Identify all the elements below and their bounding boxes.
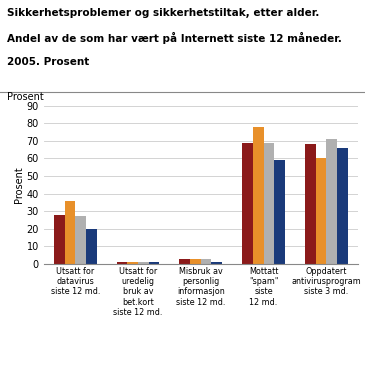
Bar [180,259,190,264]
Bar [201,259,211,264]
Bar [305,144,316,264]
Bar [253,127,264,264]
Bar [316,158,326,264]
Bar [65,201,75,264]
Text: Andel av de som har vært på Internett siste 12 måneder.: Andel av de som har vært på Internett si… [7,32,342,44]
Bar [326,139,337,264]
Text: Sikkerhetsproblemer og sikkerhetstiltak, etter alder.: Sikkerhetsproblemer og sikkerhetstiltak,… [7,8,320,18]
Bar [138,262,149,264]
Y-axis label: Prosent: Prosent [14,166,24,203]
Bar [86,229,96,264]
Bar [127,262,138,264]
Bar [211,262,222,264]
Bar [149,262,159,264]
Bar [264,143,274,264]
Bar [337,148,347,264]
Text: Prosent: Prosent [7,92,44,102]
Bar [75,216,86,264]
Text: 2005. Prosent: 2005. Prosent [7,57,89,67]
Bar [117,262,127,264]
Bar [54,215,65,264]
Bar [242,143,253,264]
Bar [190,259,201,264]
Bar [274,160,285,264]
